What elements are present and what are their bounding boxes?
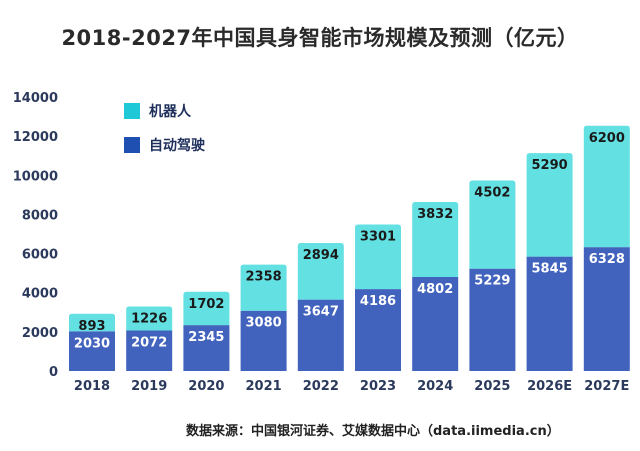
bar-segment-autonomous-driving bbox=[297, 299, 344, 371]
bar-segment-autonomous-driving bbox=[526, 256, 573, 371]
chart-title: 2018-2027年中国具身智能市场规模及预测（亿元） bbox=[61, 26, 579, 50]
y-tick-label: 0 bbox=[49, 365, 58, 380]
data-label: 6328 bbox=[589, 252, 625, 267]
legend-item-autonomous-driving: 自动驾驶 bbox=[124, 132, 205, 158]
y-tick-label: 14000 bbox=[13, 91, 58, 106]
legend: 机器人 自动驾驶 bbox=[124, 98, 205, 166]
data-label: 5229 bbox=[474, 274, 510, 289]
bar-segment-robot bbox=[583, 125, 630, 248]
bar-segment-autonomous-driving bbox=[469, 268, 516, 371]
data-source-note: 数据来源：中国银河证券、艾媒数据中心（data.iimedia.cn） bbox=[186, 424, 560, 439]
x-tick-label: 2019 bbox=[131, 379, 167, 394]
x-tick-label: 2027E bbox=[584, 379, 629, 394]
bar-segment-robot bbox=[69, 313, 115, 332]
data-label: 3301 bbox=[360, 229, 396, 244]
bar-segment-robot bbox=[183, 291, 230, 326]
bar-segment-autonomous-driving bbox=[126, 330, 173, 371]
bar-segment-robot bbox=[297, 242, 344, 300]
data-label: 1702 bbox=[188, 297, 224, 312]
data-label: 2345 bbox=[188, 330, 224, 345]
legend-item-robot: 机器人 bbox=[124, 98, 205, 124]
data-label: 3080 bbox=[246, 316, 282, 331]
bar-segment-autonomous-driving bbox=[412, 277, 459, 371]
bar-segment-autonomous-driving bbox=[183, 325, 230, 371]
bar-segment-robot bbox=[469, 180, 516, 269]
bar-segment-autonomous-driving bbox=[355, 289, 401, 371]
data-label: 4802 bbox=[417, 282, 453, 297]
x-tick-label: 2021 bbox=[246, 379, 282, 394]
y-tick-label: 10000 bbox=[13, 169, 58, 184]
bar-segment-robot bbox=[240, 264, 287, 311]
y-tick-label: 2000 bbox=[22, 326, 58, 341]
x-tick-label: 2020 bbox=[188, 379, 224, 394]
bar-segment-autonomous-driving bbox=[240, 310, 287, 371]
legend-swatch-robot bbox=[124, 103, 140, 119]
data-label: 5845 bbox=[532, 262, 568, 277]
data-label: 2358 bbox=[246, 270, 282, 285]
x-tick-label: 2022 bbox=[303, 379, 339, 394]
bar-segment-robot bbox=[126, 306, 173, 331]
x-tick-label: 2025 bbox=[474, 379, 510, 394]
bar-segment-autonomous-driving bbox=[583, 247, 630, 371]
data-label: 893 bbox=[78, 319, 105, 334]
bar-segment-autonomous-driving bbox=[69, 331, 115, 371]
data-label: 2030 bbox=[74, 336, 110, 351]
bar-segment-robot bbox=[355, 224, 401, 290]
bar-segment-robot bbox=[526, 153, 573, 257]
y-tick-label: 12000 bbox=[13, 130, 58, 145]
y-tick-label: 4000 bbox=[22, 287, 58, 302]
x-tick-label: 2023 bbox=[360, 379, 396, 394]
data-label: 3832 bbox=[417, 207, 453, 222]
x-tick-label: 2024 bbox=[417, 379, 453, 394]
x-tick-label: 2018 bbox=[74, 379, 110, 394]
data-label: 4502 bbox=[474, 186, 510, 201]
bar-segment-robot bbox=[412, 202, 459, 278]
data-label: 5290 bbox=[532, 158, 568, 173]
y-tick-label: 8000 bbox=[22, 208, 58, 223]
y-tick-label: 6000 bbox=[22, 248, 58, 263]
legend-label-autonomous-driving: 自动驾驶 bbox=[149, 138, 205, 154]
x-tick-label: 2026E bbox=[527, 379, 572, 394]
data-label: 1226 bbox=[131, 311, 167, 326]
legend-swatch-autonomous-driving bbox=[124, 137, 140, 153]
data-label: 2894 bbox=[303, 248, 339, 263]
data-label: 3647 bbox=[303, 305, 339, 320]
data-label: 2072 bbox=[131, 335, 167, 350]
legend-label-robot: 机器人 bbox=[149, 104, 191, 120]
data-label: 6200 bbox=[589, 131, 625, 146]
data-label: 4186 bbox=[360, 294, 396, 309]
